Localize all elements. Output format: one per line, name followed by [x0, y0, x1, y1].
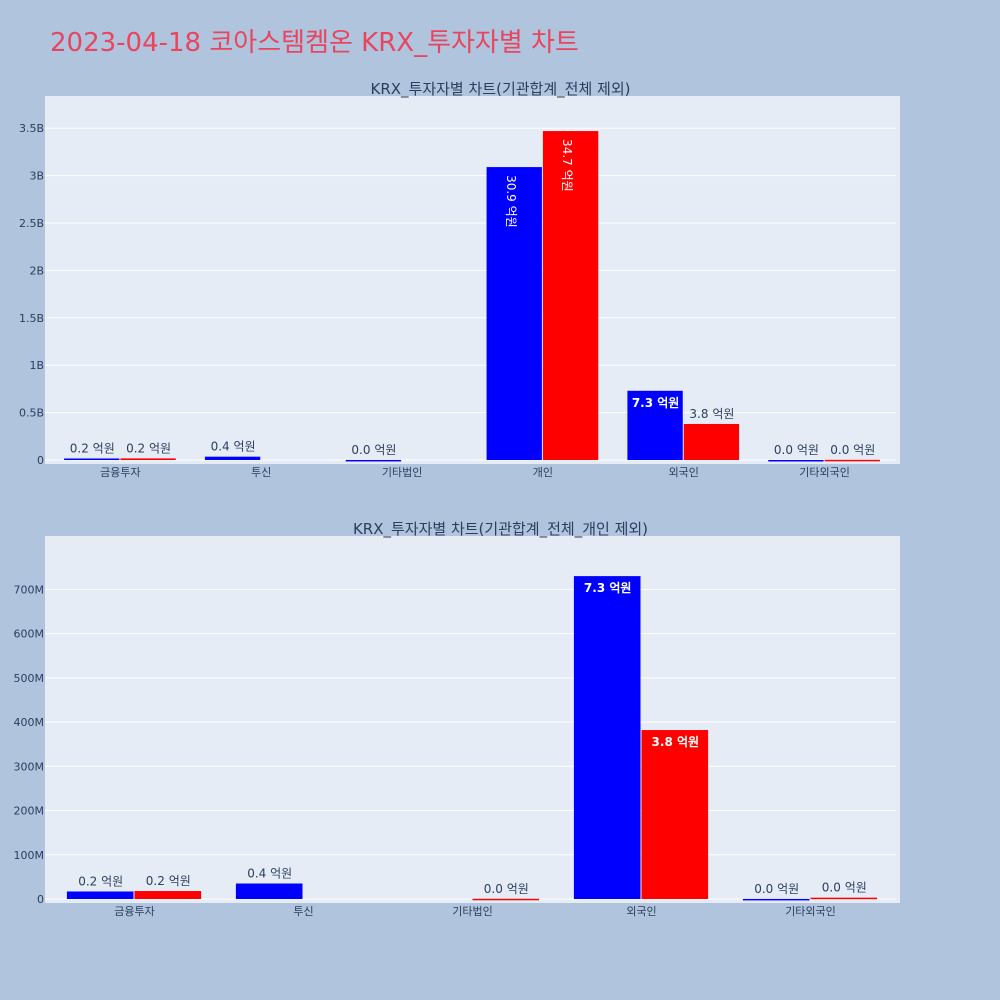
bar	[486, 167, 542, 460]
y-tick-label: 0	[37, 893, 44, 906]
bar	[134, 891, 202, 899]
y-tick-label: 600M	[14, 628, 45, 641]
x-tick-label: 기타법인	[382, 466, 422, 479]
data-label: 3.8 억원	[689, 407, 734, 421]
y-tick-label: 2.5B	[19, 217, 44, 230]
data-label: 0.2 억원	[126, 441, 171, 455]
chart-top: 0 0.5B 1B 1.5B 2B 2.5B 3B 3.5B KRX_투자자별 차트(기관합계_…	[19, 80, 900, 479]
bar	[627, 390, 683, 460]
y-tick-label: 2B	[29, 264, 44, 277]
data-label: 34.7 억원	[560, 139, 574, 192]
data-label: 0.0 억원	[754, 882, 799, 896]
data-label: 3.8 억원	[652, 735, 700, 749]
bar	[472, 898, 540, 901]
bar	[641, 730, 709, 899]
y-tick-label: 1B	[29, 359, 44, 372]
x-tick-label: 개인	[533, 466, 553, 479]
y-tick-label: 200M	[14, 805, 45, 818]
y-tick-label: 3.5B	[19, 122, 44, 135]
chart-bottom: 0 100M 200M 300M 400M 500M 600M 700M KRX_투자자별 차트…	[14, 520, 900, 918]
y-tick-label: 500M	[14, 672, 45, 685]
chart-title: KRX_투자자별 차트(기관합계_전체_개인 제외)	[353, 520, 648, 539]
data-label: 30.9 억원	[504, 175, 518, 228]
chart-title: KRX_투자자별 차트(기관합계_전체 제외)	[371, 80, 631, 99]
y-tick-label: 700M	[14, 583, 45, 596]
data-label: 0.2 억원	[78, 874, 123, 888]
x-tick-label: 기타법인	[452, 905, 492, 918]
bar	[810, 897, 878, 900]
x-tick-label: 외국인	[669, 466, 699, 479]
data-label: 0.0 억원	[822, 881, 867, 895]
data-label: 0.0 억원	[351, 443, 396, 457]
bar	[824, 459, 880, 462]
bar	[120, 458, 176, 460]
page-title: 2023-04-18 코아스템켐온 KRX_투자자별 차트	[50, 28, 579, 58]
x-tick-label: 기타외국인	[799, 466, 850, 479]
x-tick-label: 기타외국인	[785, 905, 836, 918]
bar	[742, 898, 810, 901]
y-tick-label: 0	[37, 454, 44, 467]
plot-area	[45, 536, 900, 903]
x-tick-label: 금융투자	[100, 466, 140, 479]
data-label: 7.3 억원	[584, 581, 632, 595]
data-label: 0.2 억원	[70, 441, 115, 455]
bar	[64, 458, 120, 460]
data-label: 0.4 억원	[211, 440, 256, 454]
bar	[66, 891, 134, 899]
x-tick-label: 투신	[251, 466, 271, 479]
data-label: 0.0 억원	[774, 443, 819, 457]
y-tick-label: 3B	[29, 170, 44, 183]
bar	[768, 459, 824, 462]
plot-area	[45, 96, 900, 464]
bar	[573, 576, 641, 899]
data-label: 7.3 억원	[632, 396, 680, 410]
bar	[235, 883, 303, 899]
y-tick-label: 0.5B	[19, 407, 44, 420]
bar	[683, 423, 740, 460]
y-tick-label: 300M	[14, 760, 45, 773]
data-label: 0.0 억원	[830, 443, 875, 457]
data-label: 0.0 억원	[484, 882, 529, 896]
y-tick-label: 100M	[14, 849, 45, 862]
x-tick-label: 외국인	[626, 905, 656, 918]
x-tick-label: 금융투자	[114, 905, 154, 918]
bar	[204, 456, 261, 460]
bar	[542, 131, 599, 460]
y-tick-label: 400M	[14, 716, 45, 729]
bar	[345, 459, 402, 462]
data-label: 0.2 억원	[146, 874, 191, 888]
y-tick-label: 1.5B	[19, 312, 44, 325]
x-tick-label: 투신	[293, 905, 313, 918]
data-label: 0.4 억원	[247, 867, 292, 881]
